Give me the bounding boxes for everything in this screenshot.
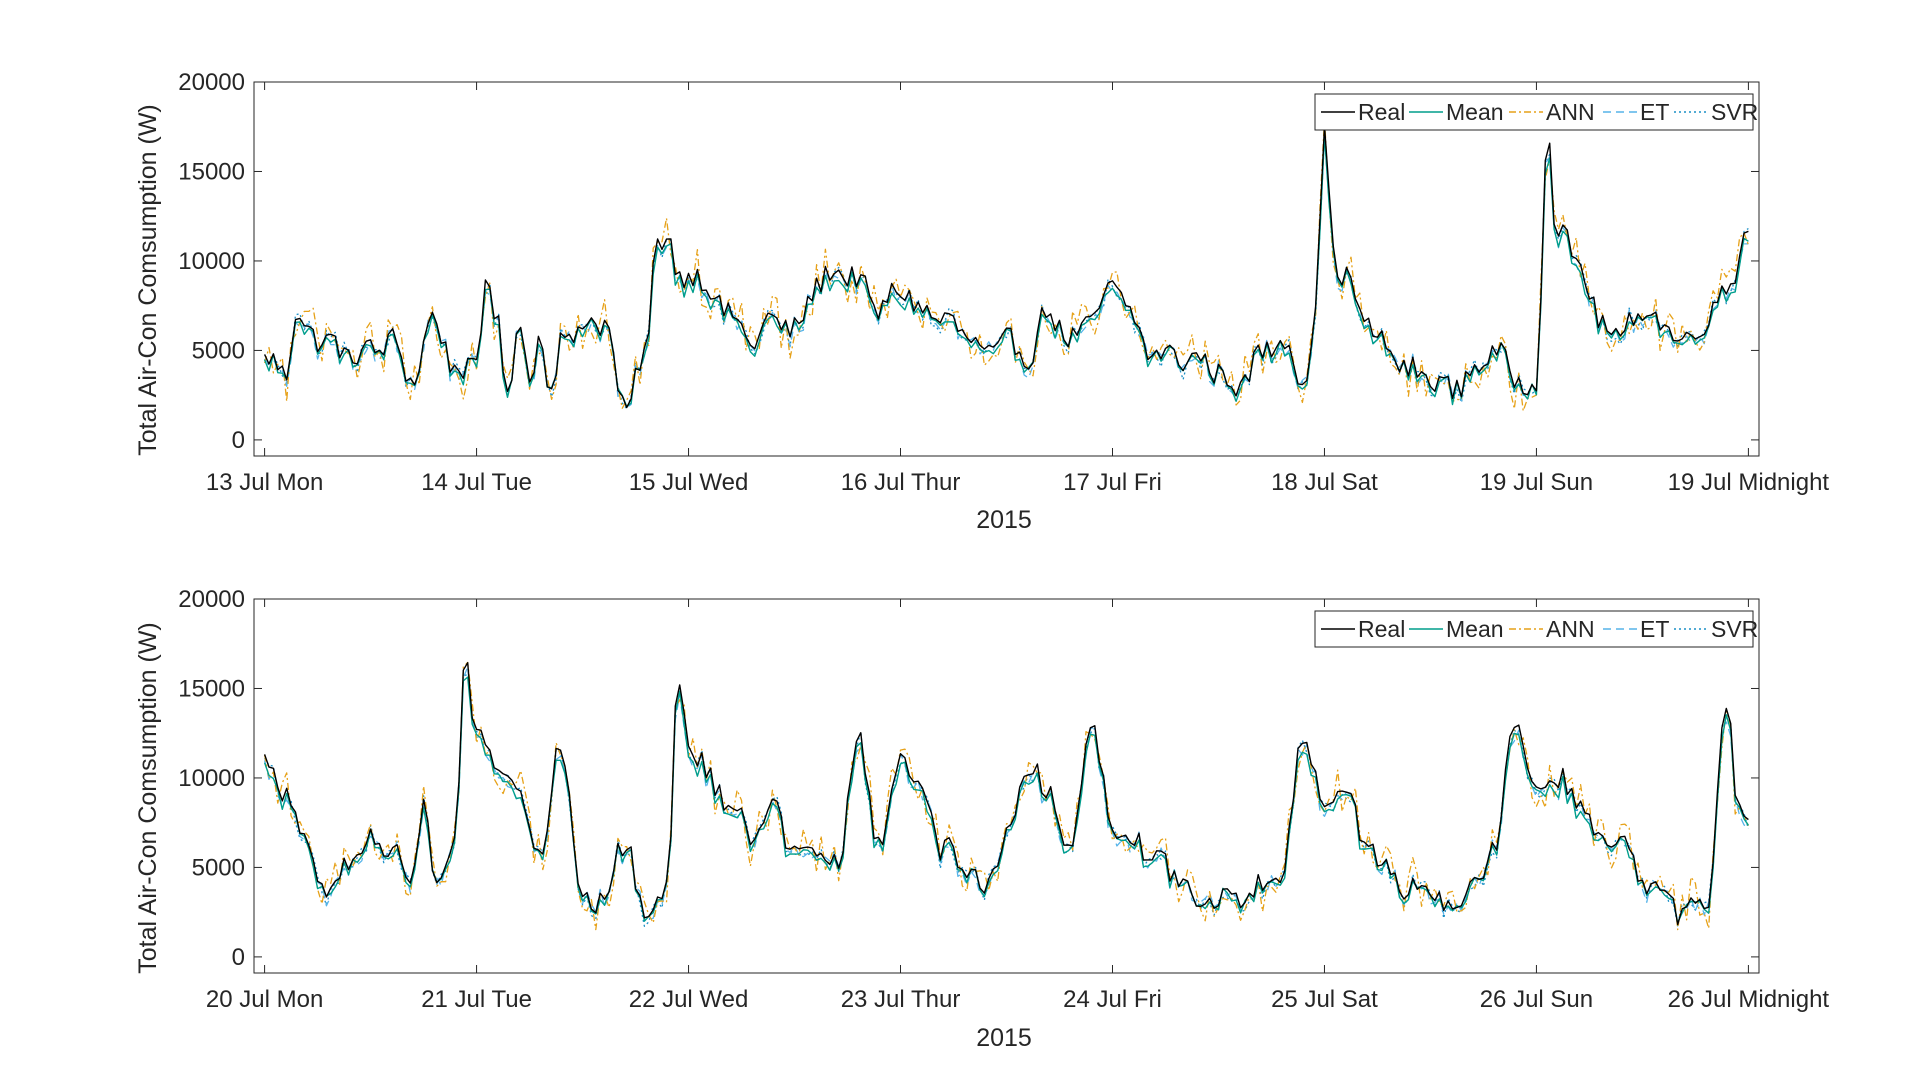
x-tick-label: 15 Jul Wed — [629, 469, 749, 496]
series-line-ann — [263, 661, 1749, 931]
x-tick-label: 26 Jul Midnight — [1668, 986, 1830, 1013]
y-tick-label: 10000 — [178, 765, 245, 792]
y-tick-label: 0 — [232, 944, 245, 971]
chart-panel-bottom: Total Air-Con Comsumption (W) 2015 0 5000… — [134, 586, 1829, 1052]
x-tick-label: 16 Jul Thur — [841, 469, 961, 496]
y-tick-label: 20000 — [178, 586, 245, 613]
series-line-ann — [263, 117, 1750, 412]
x-tick-label: 23 Jul Thur — [841, 986, 961, 1013]
series-line-real — [263, 662, 1749, 926]
y-tick-label: 5000 — [192, 337, 245, 364]
legend-label-real: Real — [1358, 616, 1405, 642]
plot-area-frame — [253, 81, 1760, 457]
legend-label-svr: SVR — [1711, 99, 1758, 125]
legend-label-mean: Mean — [1446, 99, 1504, 125]
chart-panel-top: Total Air-Con Comsumption (W) 2015 0 5000… — [134, 69, 1829, 534]
series-line-real — [263, 125, 1749, 409]
x-tick-label: 25 Jul Sat — [1271, 986, 1378, 1013]
legend-label-ann: ANN — [1546, 99, 1595, 125]
series-line-et — [264, 135, 1749, 409]
x-tick-label: 17 Jul Fri — [1063, 469, 1162, 496]
series-group — [263, 117, 1750, 412]
y-axis-label: Total Air-Con Comsumption (W) — [134, 622, 162, 973]
x-tick-label: 22 Jul Wed — [629, 986, 749, 1013]
legend-label-ann: ANN — [1546, 616, 1595, 642]
legend-label-svr: SVR — [1711, 616, 1758, 642]
legend: Real Mean ANN ET SVR — [1314, 93, 1758, 131]
y-tick-label: 15000 — [178, 158, 245, 185]
x-tick-label: 20 Jul Mon — [206, 986, 323, 1013]
x-axis-label: 2015 — [976, 1024, 1032, 1052]
x-tick-label: 14 Jul Tue — [421, 469, 532, 496]
plot-area-frame — [253, 598, 1760, 974]
x-tick-label: 19 Jul Sun — [1480, 469, 1593, 496]
legend-label-mean: Mean — [1446, 616, 1504, 642]
y-tick-label: 5000 — [192, 854, 245, 881]
y-axis-label: Total Air-Con Comsumption (W) — [134, 104, 162, 455]
x-tick-label: 24 Jul Fri — [1063, 986, 1162, 1013]
legend-label-et: ET — [1640, 616, 1669, 642]
x-tick-label: 26 Jul Sun — [1480, 986, 1593, 1013]
series-line-svr — [264, 136, 1749, 410]
x-tick-label: 18 Jul Sat — [1271, 469, 1378, 496]
y-tick-label: 10000 — [178, 248, 245, 275]
series-group — [263, 661, 1750, 931]
legend-label-et: ET — [1640, 99, 1669, 125]
legend-label-real: Real — [1358, 99, 1405, 125]
x-tick-label: 21 Jul Tue — [421, 986, 532, 1013]
legend: Real Mean ANN ET SVR — [1314, 610, 1758, 648]
y-tick-label: 20000 — [178, 69, 245, 96]
x-axis-label: 2015 — [976, 506, 1032, 534]
x-tick-label: 13 Jul Mon — [206, 469, 323, 496]
x-tick-label: 19 Jul Midnight — [1668, 469, 1830, 496]
y-tick-label: 15000 — [178, 675, 245, 702]
y-tick-label: 0 — [232, 427, 245, 454]
